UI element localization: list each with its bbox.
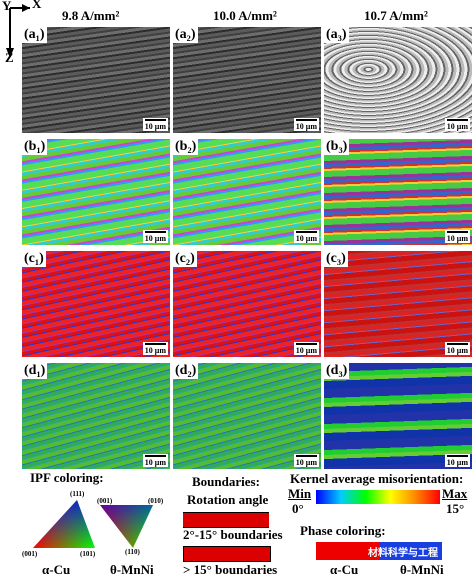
high-boundary-swatch — [183, 546, 271, 562]
micrograph-panel: (b₂) 10 μm — [173, 139, 321, 245]
low-boundary-label: 2°-15° boundaries — [183, 527, 283, 542]
phase-mnni-label: θ-MnNi — [400, 562, 444, 577]
micrograph-panel: (c₂) 10 μm — [173, 251, 321, 357]
axis-x: X — [32, 0, 42, 11]
micrograph-panel: (b₁) 10 μm — [22, 139, 170, 245]
scale-bar: 10 μm — [293, 118, 319, 131]
panel-label: (d₁) — [22, 363, 48, 379]
axis-arrows — [6, 4, 30, 58]
scale-bar: 10 μm — [293, 454, 319, 467]
kam-min: Min — [288, 486, 312, 501]
axis-y: Y — [2, 0, 12, 13]
panel-label: (d₃) — [324, 363, 350, 379]
pole: (010) — [148, 497, 164, 505]
micrograph-panel: (d₃) 10 μm — [324, 363, 472, 469]
pole: (001) — [97, 497, 113, 505]
micrograph-panel: (c₃) 10 μm — [324, 251, 472, 357]
mnni-label: θ-MnNi — [110, 562, 154, 577]
high-boundary-label: > 15° boundaries — [183, 562, 278, 577]
kam-colorbar — [316, 490, 440, 504]
micrograph-panel: (a₂) 10 μm — [173, 27, 321, 133]
panel-label: (d₂) — [173, 363, 199, 379]
ipf-triangles — [33, 500, 153, 548]
micrograph-panel: (d₂) 10 μm — [173, 363, 321, 469]
micrograph-panel: (b₃) 10 μm — [324, 139, 472, 245]
low-boundary-swatch — [183, 512, 269, 528]
panel-label: (a₃) — [324, 27, 349, 43]
scale-bar: 10 μm — [444, 342, 470, 355]
kam-max: Max — [442, 486, 468, 501]
panel-label: (a₁) — [22, 27, 47, 43]
phase-cu-label: α-Cu — [330, 562, 359, 577]
scale-bar: 10 μm — [142, 230, 168, 243]
panel-label: (a₂) — [173, 27, 198, 43]
panel-label: (c₃) — [324, 251, 348, 267]
kam-title: Kernel average misorientation: — [290, 471, 464, 486]
phase-title: Phase coloring: — [300, 523, 386, 538]
micrograph-panel: (d₁) 10 μm — [22, 363, 170, 469]
pole: (110) — [125, 548, 140, 556]
column-header: 10.7 A/mm² — [364, 8, 428, 23]
pole: (101) — [80, 550, 96, 558]
cu-label: α-Cu — [42, 562, 71, 577]
panel-label: (b₃) — [324, 139, 350, 155]
scale-bar: 10 μm — [293, 342, 319, 355]
scale-bar: 10 μm — [142, 342, 168, 355]
panel-label: (c₂) — [173, 251, 197, 267]
ipf-title: IPF coloring: — [30, 470, 104, 485]
micrograph-panel: (a₃) 10 μm — [324, 27, 472, 133]
pole: (111) — [70, 490, 85, 498]
kam-max-value: 15° — [446, 501, 465, 516]
boundaries-subtitle: Rotation angle — [187, 492, 269, 507]
scale-bar: 10 μm — [142, 454, 168, 467]
micrograph-panel: (a₁) 10 μm — [22, 27, 170, 133]
column-header: 10.0 A/mm² — [213, 8, 277, 23]
scale-bar: 10 μm — [293, 230, 319, 243]
phase-mnni-swatch — [380, 542, 442, 560]
scale-bar: 10 μm — [444, 454, 470, 467]
micrograph-panel: (c₁) 10 μm — [22, 251, 170, 357]
panel-label: (b₂) — [173, 139, 199, 155]
scale-bar: 10 μm — [142, 118, 168, 131]
boundaries-title: Boundaries: — [192, 474, 260, 489]
scale-bar: 10 μm — [444, 230, 470, 243]
column-header: 9.8 A/mm² — [62, 8, 120, 23]
kam-min-value: 0° — [292, 501, 304, 516]
pole: (001) — [22, 550, 38, 558]
phase-cu-swatch — [316, 542, 380, 560]
watermark: 材料科学与工程 — [368, 548, 438, 559]
panel-label: (b₁) — [22, 139, 48, 155]
panel-label: (c₁) — [22, 251, 46, 267]
scale-bar: 10 μm — [444, 118, 470, 131]
axis-z: Z — [5, 50, 14, 65]
